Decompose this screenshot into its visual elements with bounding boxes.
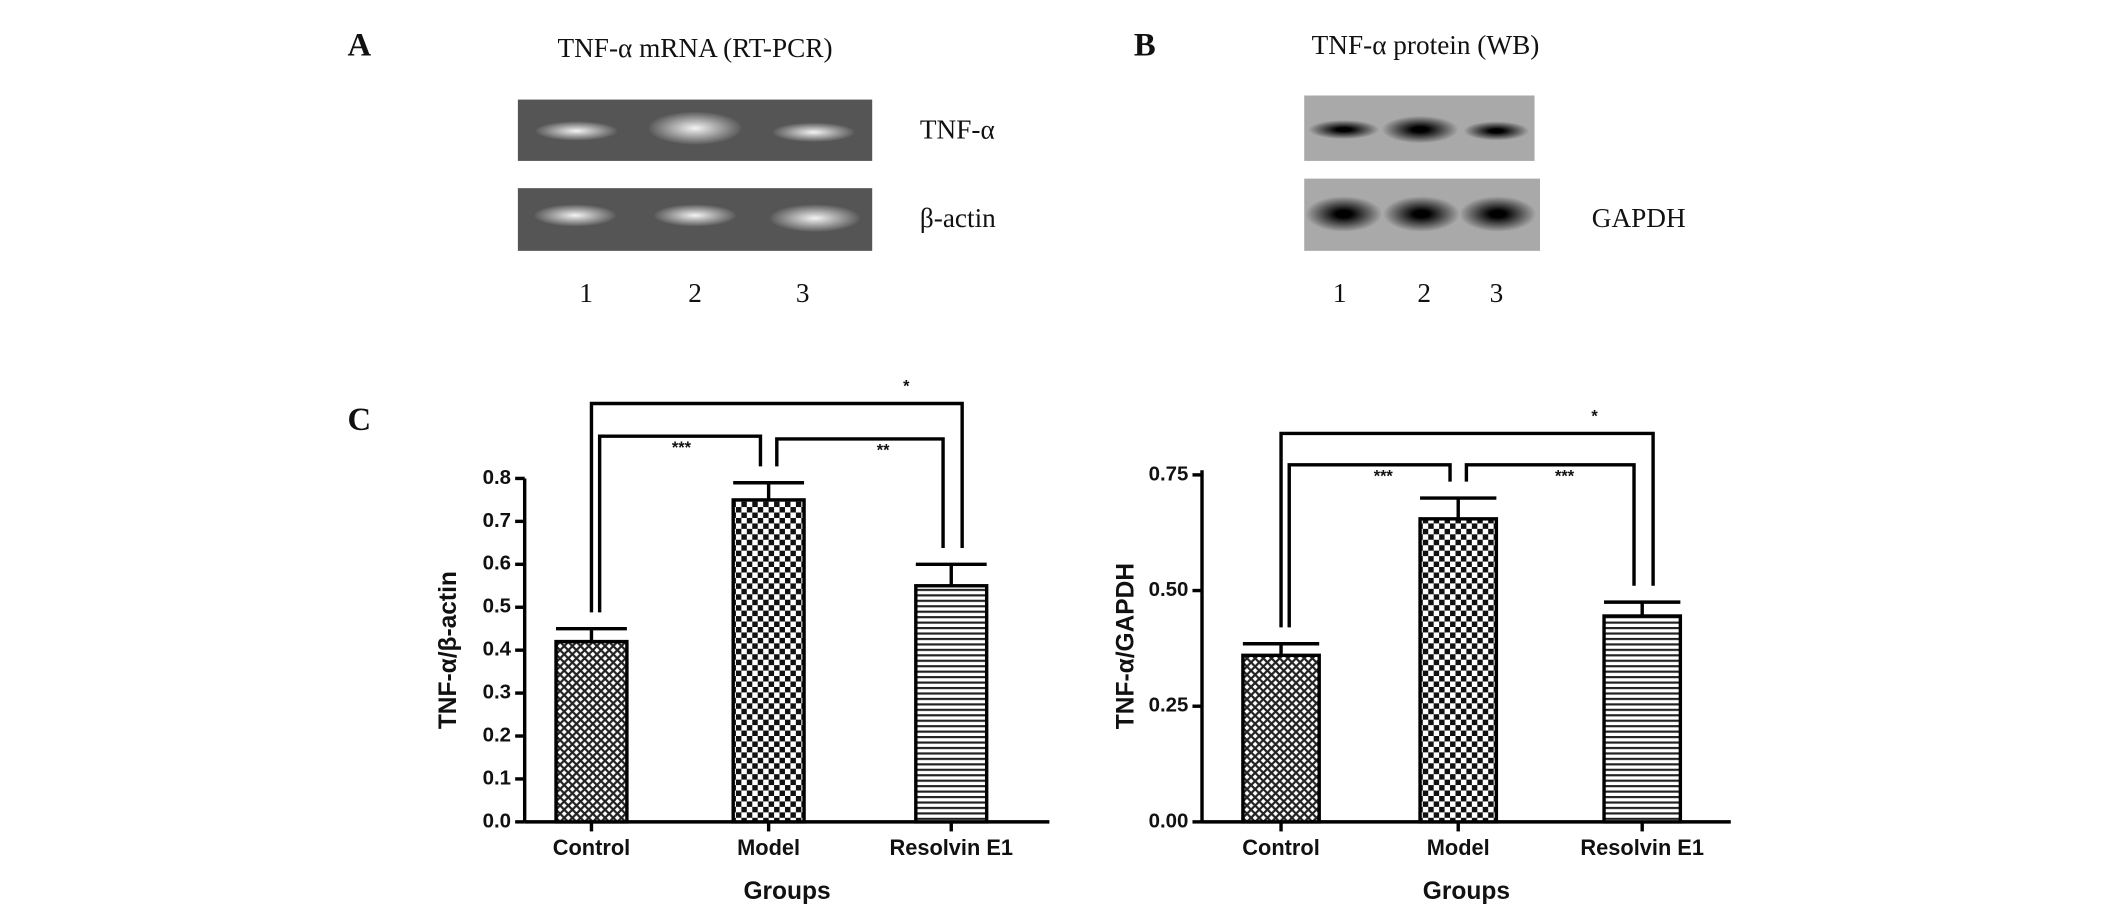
panel-title: TNF-α protein (WB) [1312, 30, 1540, 60]
panel-label: C [348, 402, 372, 438]
band [1463, 121, 1530, 141]
y-tick-label: 0.50 [1149, 578, 1189, 601]
band [1381, 115, 1459, 144]
band [1459, 196, 1536, 232]
band [648, 111, 742, 145]
band [534, 204, 616, 227]
band [1305, 196, 1382, 232]
x-tick-label: Resolvin E1 [889, 835, 1013, 860]
band-label: TNF-α [920, 115, 995, 145]
y-tick-label: 0.4 [483, 638, 512, 661]
x-tick-label: Model [737, 835, 800, 860]
lane-label: 3 [796, 278, 810, 308]
y-tick-label: 0.00 [1149, 809, 1189, 832]
y-tick-label: 0.75 [1149, 462, 1189, 485]
band [769, 204, 860, 232]
y-tick-label: 0.5 [483, 595, 511, 618]
significance-bracket [775, 437, 945, 548]
error-bar [733, 481, 805, 500]
significance-bracket [1287, 463, 1452, 628]
significance-bracket [1464, 463, 1636, 586]
y-axis-label: TNF-α/GAPDH [1113, 563, 1140, 729]
bar [1241, 653, 1321, 824]
y-tick-label: 0.0 [483, 809, 511, 832]
bar [1602, 614, 1683, 824]
error-bar [1242, 642, 1320, 656]
y-tick-label: 0.25 [1149, 694, 1189, 717]
significance-label: *** [672, 439, 692, 457]
significance-bracket [1279, 431, 1655, 628]
significance-bracket [589, 401, 964, 613]
y-tick-label: 0.7 [483, 509, 511, 532]
y-tick-label: 0.2 [483, 723, 511, 746]
significance-label: * [903, 377, 910, 395]
error-bar [1604, 600, 1681, 616]
lane-label: 1 [579, 278, 593, 308]
y-tick-label: 0.1 [483, 766, 511, 789]
significance-label: *** [1374, 467, 1394, 485]
error-bar [1420, 496, 1497, 519]
band [654, 204, 736, 227]
lane-label: 2 [1417, 278, 1431, 308]
y-tick-label: 0.6 [483, 552, 511, 575]
lane-label: 1 [1333, 278, 1347, 308]
band-label: β-actin [920, 203, 996, 233]
band [1308, 120, 1380, 140]
panel-label: A [348, 27, 372, 63]
y-axis-label: TNF-α/β-actin [435, 571, 462, 729]
bar [731, 498, 806, 824]
significance-label: *** [1555, 467, 1575, 485]
panel-title: TNF-α mRNA (RT-PCR) [557, 33, 832, 63]
x-tick-label: Control [1242, 835, 1319, 860]
panel-label: B [1134, 27, 1156, 63]
bar [914, 584, 989, 824]
band-label: GAPDH [1592, 203, 1686, 233]
error-bar [556, 626, 627, 642]
x-tick-label: Model [1427, 835, 1490, 860]
bar [1418, 517, 1499, 824]
bar [554, 639, 629, 824]
lane-label: 2 [688, 278, 702, 308]
band [535, 121, 618, 141]
significance-label: * [1591, 407, 1598, 425]
error-bar [915, 562, 987, 586]
significance-bracket [597, 434, 763, 613]
band [1383, 196, 1460, 232]
y-tick-label: 0.8 [483, 466, 511, 489]
x-tick-label: Control [553, 835, 630, 860]
lane-label: 3 [1490, 278, 1504, 308]
x-tick-label: Resolvin E1 [1580, 835, 1704, 860]
x-axis-label: Groups [743, 878, 830, 905]
y-tick-label: 0.3 [483, 680, 511, 703]
x-axis-label: Groups [1423, 878, 1510, 905]
significance-label: ** [877, 441, 890, 459]
band [772, 122, 855, 142]
